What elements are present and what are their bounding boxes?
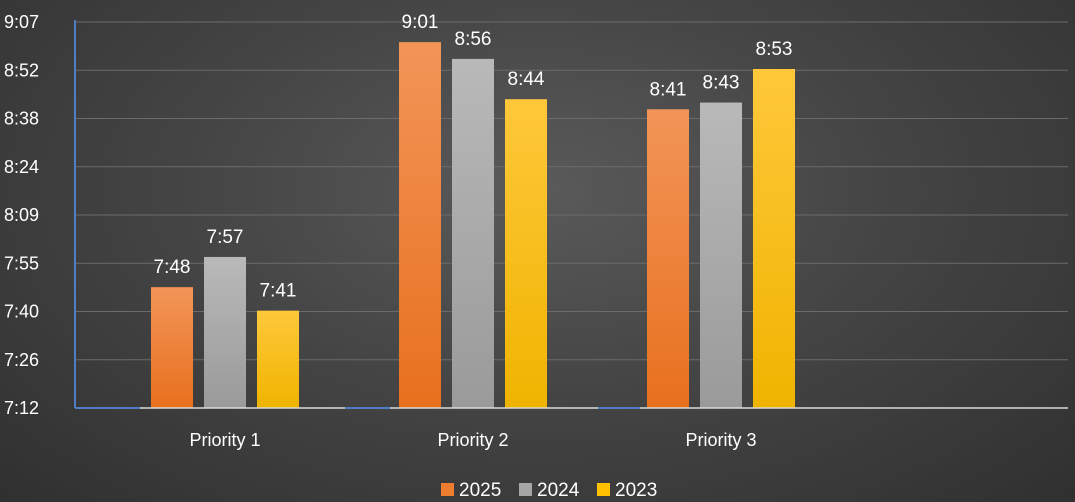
bar-2023 — [753, 68, 795, 408]
legend-swatch-2024 — [519, 483, 532, 496]
data-label: 7:48 — [154, 257, 191, 278]
data-label: 8:56 — [455, 29, 492, 50]
y-tick-label: 7:26 — [4, 350, 39, 370]
bar-2025 — [399, 42, 441, 408]
bar-2025 — [647, 109, 689, 408]
bar-2024 — [204, 256, 246, 408]
data-label: 7:41 — [260, 281, 297, 302]
x-category-label: Priority 2 — [437, 430, 508, 450]
bar-2024 — [700, 102, 742, 408]
y-tick-label: 7:12 — [4, 398, 39, 418]
data-label: 8:44 — [508, 69, 545, 90]
bar-2024 — [452, 58, 494, 408]
y-tick-label: 8:52 — [4, 60, 39, 80]
x-axis: Priority 1 Priority 2 Priority 3 — [75, 407, 1068, 450]
bar-2023 — [257, 310, 299, 408]
data-label: 9:01 — [402, 12, 439, 33]
bars — [151, 42, 795, 408]
y-tick-label: 8:09 — [4, 205, 39, 225]
legend-swatch-2023 — [597, 483, 610, 496]
y-tick-label: 8:38 — [4, 109, 39, 129]
data-label: 8:43 — [703, 73, 740, 94]
data-labels: 7:48 7:57 7:41 9:01 8:56 8:44 8:41 8:43 8:53 — [154, 12, 793, 302]
bar-2023 — [505, 99, 547, 408]
legend-label: 2025 — [459, 480, 501, 501]
data-label: 8:53 — [756, 39, 793, 60]
x-category-label: Priority 1 — [189, 430, 260, 450]
y-axis: 7:12 7:26 7:40 7:55 8:09 8:24 8:38 8:52 9:07 — [4, 12, 76, 418]
bar-2025 — [151, 287, 193, 408]
data-label: 7:57 — [207, 227, 244, 248]
legend: 2025 2024 2023 — [441, 480, 657, 501]
y-tick-label: 9:07 — [4, 12, 39, 32]
legend-label: 2023 — [615, 480, 657, 501]
y-tick-label: 7:55 — [4, 253, 39, 273]
x-category-label: Priority 3 — [685, 430, 756, 450]
legend-label: 2024 — [537, 480, 580, 501]
data-label: 8:41 — [650, 79, 687, 100]
y-tick-label: 8:24 — [4, 157, 39, 177]
legend-swatch-2025 — [441, 483, 454, 496]
y-tick-label: 7:40 — [4, 302, 39, 322]
